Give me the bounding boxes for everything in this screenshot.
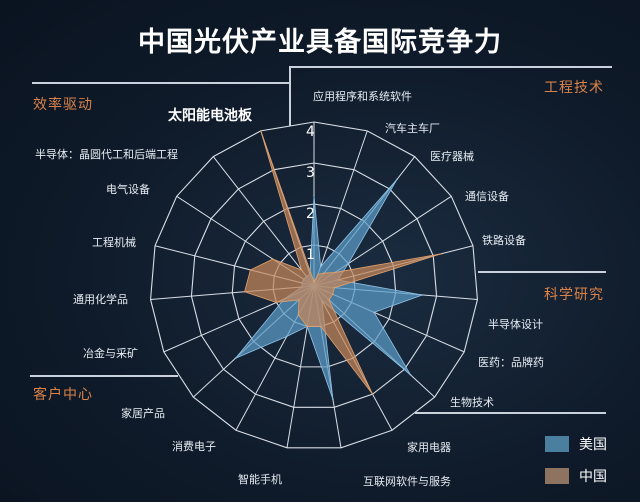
group-label-science: 科学研究 xyxy=(544,287,604,303)
divider xyxy=(478,271,606,273)
category-label: 通信设备 xyxy=(465,190,509,203)
category-label: 太阳能电池板 xyxy=(168,108,252,124)
divider xyxy=(30,375,178,377)
category-label: 工程机械 xyxy=(92,236,136,249)
data-point xyxy=(331,293,334,296)
data-point xyxy=(319,265,322,268)
category-label: 互联网软件与服务 xyxy=(363,475,451,488)
data-point xyxy=(243,290,246,293)
category-label: 应用程序和系统软件 xyxy=(313,90,412,103)
category-label: 半导体设计 xyxy=(488,318,543,331)
group-label-efficiency: 效率驱动 xyxy=(33,97,93,113)
data-point xyxy=(249,269,252,271)
divider xyxy=(289,66,291,126)
tick-label: 3 xyxy=(306,165,315,181)
data-point xyxy=(306,325,309,328)
data-point xyxy=(396,178,398,181)
category-label: 家用电器 xyxy=(407,441,451,454)
data-point xyxy=(371,393,374,395)
divider xyxy=(32,82,290,84)
data-point xyxy=(317,273,319,276)
category-label: 冶金与采矿 xyxy=(83,347,138,360)
category-label: 生物技术 xyxy=(450,396,494,409)
legend-swatch-china xyxy=(545,468,569,484)
data-point xyxy=(409,374,412,376)
data-point xyxy=(300,269,303,271)
chart-title: 中国光伏产业具备国际竞争力 xyxy=(138,27,502,58)
legend-label-china: 中国 xyxy=(579,469,607,485)
data-point xyxy=(298,299,300,301)
data-point xyxy=(333,286,336,289)
category-label: 医疗器械 xyxy=(430,150,474,163)
grid-ring xyxy=(190,162,438,408)
legend-swatch-us xyxy=(545,436,569,452)
data-point xyxy=(333,271,336,274)
divider xyxy=(415,412,606,414)
data-point xyxy=(328,299,330,301)
data-point xyxy=(347,262,350,265)
divider xyxy=(289,66,612,68)
category-label: 汽车主车厂 xyxy=(385,122,440,135)
category-label: 医药：品牌药 xyxy=(478,356,544,369)
category-label: 智能手机 xyxy=(238,473,282,486)
category-label: 电气设备 xyxy=(106,183,150,196)
data-point xyxy=(285,335,288,338)
data-point xyxy=(373,311,375,314)
data-point xyxy=(421,294,424,296)
data-point xyxy=(272,258,274,260)
data-point xyxy=(332,398,334,401)
data-point xyxy=(297,314,300,316)
grid-ring xyxy=(150,121,478,449)
tick-label: 4 xyxy=(306,124,315,140)
grid-ring xyxy=(231,203,397,368)
legend-item-us: 美国 xyxy=(545,434,607,454)
category-label: 消费电子 xyxy=(172,440,216,453)
data-point xyxy=(313,195,315,197)
data-point xyxy=(313,281,315,283)
data-point xyxy=(319,325,322,328)
data-point xyxy=(234,357,237,359)
tick-label: 2 xyxy=(306,206,315,222)
data-point xyxy=(323,272,325,274)
grid-spoke xyxy=(212,156,315,287)
legend-item-china: 中国 xyxy=(545,466,607,486)
category-label: 家居产品 xyxy=(121,407,165,420)
category-label: 铁路设备 xyxy=(482,234,526,247)
data-point xyxy=(275,301,278,304)
grid-spoke xyxy=(313,130,368,287)
tick-label: 1 xyxy=(306,247,315,263)
data-point xyxy=(440,252,442,255)
category-label: 通用化学品 xyxy=(73,293,128,306)
group-label-customer: 客户中心 xyxy=(33,387,93,403)
category-label: 半导体：晶圆代工和后端工程 xyxy=(35,148,178,161)
group-label-engineering: 工程技术 xyxy=(544,80,604,96)
legend-label-us: 美国 xyxy=(579,437,607,453)
data-point xyxy=(259,130,262,132)
series-area-china xyxy=(244,130,442,395)
